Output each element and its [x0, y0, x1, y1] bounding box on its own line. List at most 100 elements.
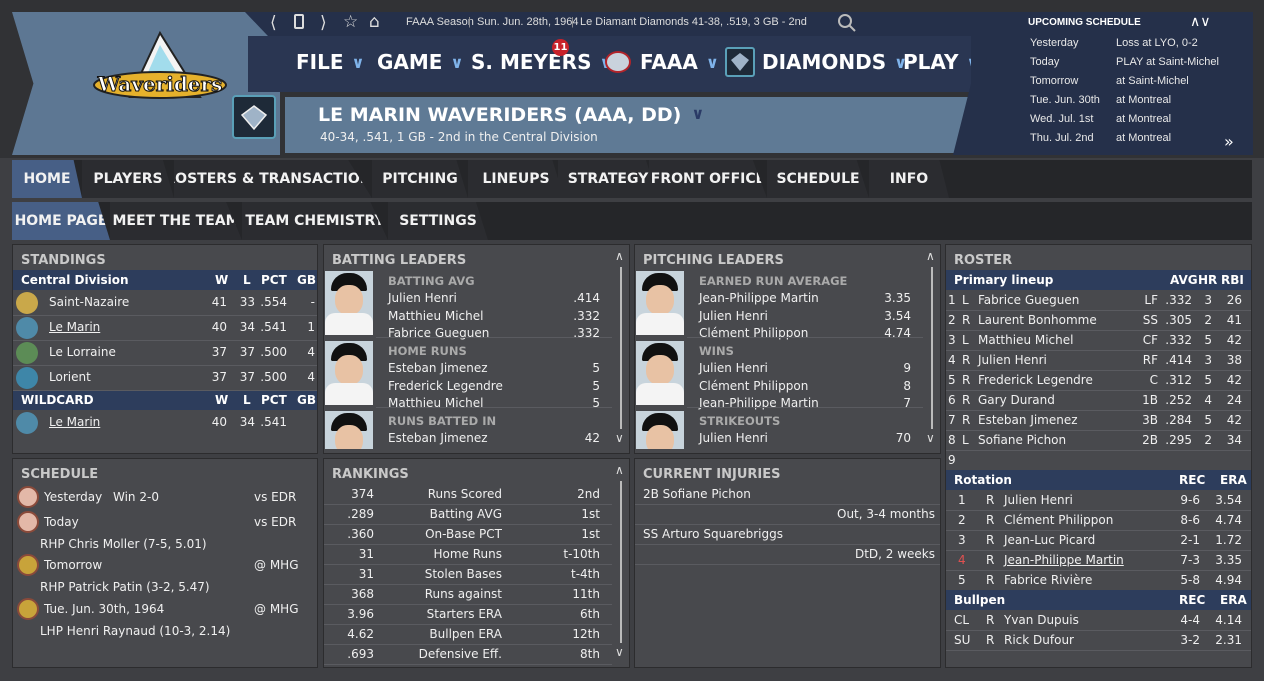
- tab-home[interactable]: HOME: [12, 160, 82, 198]
- player-name[interactable]: Julien Henri: [978, 353, 1047, 367]
- scrollbar[interactable]: [620, 481, 622, 643]
- team-name-dropdown[interactable]: LE MARIN WAVERIDERS (AAA, DD) ∨: [318, 104, 705, 126]
- probable-pitcher[interactable]: RHP Chris Moller (7-5, 5.01): [40, 537, 207, 551]
- scrollbar[interactable]: [931, 267, 933, 429]
- forward-icon[interactable]: ⟩: [320, 13, 327, 33]
- injured-player[interactable]: SS Arturo Squarebriggs: [643, 527, 783, 541]
- player-photo[interactable]: [325, 411, 373, 449]
- leader-name[interactable]: Matthieu Michel: [388, 396, 484, 410]
- player-photo[interactable]: [636, 271, 684, 335]
- leader-name[interactable]: Matthieu Michel: [388, 308, 484, 323]
- team-logo[interactable]: Waveriders: [90, 25, 230, 120]
- search-icon[interactable]: [838, 14, 856, 32]
- leader-name[interactable]: Julien Henri: [699, 308, 768, 323]
- leader-name[interactable]: Esteban Jimenez: [388, 431, 488, 445]
- leader-name[interactable]: Julien Henri: [388, 291, 457, 305]
- scroll-up-icon[interactable]: ∧: [615, 249, 624, 263]
- team-name[interactable]: Lorient: [49, 370, 91, 384]
- leader-name[interactable]: Frederick Legendre: [388, 378, 503, 393]
- back-icon[interactable]: ⟨: [270, 13, 277, 33]
- player-name[interactable]: Rick Dufour: [1004, 633, 1074, 647]
- leader-name[interactable]: Jean-Philippe Martin: [699, 291, 819, 305]
- player-name[interactable]: Julien Henri: [1004, 493, 1073, 507]
- scroll-up-icon[interactable]: ∧: [926, 249, 935, 263]
- tab-strategy[interactable]: STRATEGY: [558, 160, 658, 198]
- home-icon[interactable]: ⌂: [369, 12, 380, 32]
- subtab-settings[interactable]: SETTINGS: [388, 202, 488, 240]
- tab-players[interactable]: PLAYERS: [82, 160, 174, 198]
- player-name[interactable]: Frederick Legendre: [978, 373, 1093, 387]
- schedule-result[interactable]: Win 2-0: [113, 490, 159, 504]
- schedule-opponent[interactable]: @ MHG: [254, 558, 299, 572]
- scroll-up-icon[interactable]: ∧: [615, 463, 624, 477]
- tab-lineups[interactable]: LINEUPS: [468, 160, 564, 198]
- leader-name[interactable]: Clément Philippon: [699, 378, 809, 393]
- record: 9-6: [1180, 493, 1200, 507]
- menu-game[interactable]: GAME ∨: [377, 50, 464, 74]
- schedule-opponent[interactable]: vs EDR: [254, 490, 297, 504]
- tab-rosters-transactions[interactable]: ROSTERS & TRANSACTIONS: [174, 160, 372, 198]
- rank-position: t-4th: [571, 567, 600, 581]
- team-name[interactable]: Le Marin: [49, 415, 101, 429]
- player-name[interactable]: Jean-Luc Picard: [1004, 533, 1096, 547]
- upcoming-info[interactable]: PLAY at Saint-Michel: [1116, 56, 1219, 68]
- player-name[interactable]: Yvan Dupuis: [1004, 613, 1079, 627]
- tab-front-office[interactable]: FRONT OFFICE: [649, 160, 767, 198]
- player-photo[interactable]: [636, 341, 684, 405]
- upcoming-info[interactable]: at Montreal: [1116, 113, 1172, 125]
- upcoming-info[interactable]: at Montreal: [1116, 94, 1172, 106]
- schedule-opponent[interactable]: vs EDR: [254, 515, 297, 529]
- player-photo[interactable]: [325, 271, 373, 335]
- collapse-icon[interactable]: ∧∨: [1190, 14, 1211, 30]
- scroll-down-icon[interactable]: ∨: [615, 431, 624, 445]
- tab-info[interactable]: INFO: [869, 160, 949, 198]
- player-name[interactable]: Clément Philippon: [1004, 513, 1114, 527]
- player-name[interactable]: Fabrice Rivière: [1004, 573, 1093, 587]
- scroll-down-icon[interactable]: ∨: [926, 431, 935, 445]
- player-name[interactable]: Laurent Bonhomme: [978, 313, 1097, 327]
- team-badge-icon[interactable]: [232, 95, 276, 139]
- probable-pitcher[interactable]: RHP Patrick Patin (3-2, 5.47): [40, 580, 210, 594]
- player-name[interactable]: Jean-Philippe Martin: [1004, 553, 1124, 567]
- scrollbar[interactable]: [620, 267, 622, 429]
- leader-name[interactable]: Fabrice Gueguen: [388, 326, 490, 340]
- leader-name[interactable]: Esteban Jimenez: [388, 361, 488, 375]
- notification-badge[interactable]: 11: [552, 39, 569, 56]
- menu-league[interactable]: FAAA ∨: [640, 50, 719, 74]
- star-icon[interactable]: ☆: [343, 12, 359, 32]
- menu-team[interactable]: DIAMONDS ∨: [762, 50, 908, 74]
- scroll-down-icon[interactable]: ∨: [615, 645, 624, 659]
- team-name[interactable]: Saint-Nazaire: [49, 295, 130, 309]
- expand-icon[interactable]: »: [1224, 132, 1234, 151]
- injured-player[interactable]: 2B Sofiane Pichon: [643, 487, 751, 501]
- tab-pitching[interactable]: PITCHING: [372, 160, 468, 198]
- leader-name[interactable]: Jean-Philippe Martin: [699, 396, 819, 410]
- leader-name[interactable]: Julien Henri: [699, 431, 768, 445]
- upcoming-info[interactable]: at Saint-Michel: [1116, 75, 1189, 87]
- player-name[interactable]: Matthieu Michel: [978, 333, 1074, 347]
- upcoming-info[interactable]: at Montreal: [1116, 132, 1172, 144]
- subtab-team-chemistry[interactable]: TEAM CHEMISTRY: [242, 202, 388, 240]
- tab-schedule[interactable]: SCHEDULE: [767, 160, 869, 198]
- team-name[interactable]: Le Marin: [49, 320, 101, 334]
- player-name[interactable]: Fabrice Gueguen: [978, 293, 1080, 307]
- menu-manager[interactable]: S. MEYERS∨: [471, 50, 612, 74]
- upcoming-info[interactable]: Loss at LYO, 0-2: [1116, 37, 1198, 49]
- leader-name[interactable]: Julien Henri: [699, 361, 768, 375]
- games-back: 4: [307, 345, 315, 359]
- leader-name[interactable]: Clément Philippon: [699, 326, 809, 340]
- menu-play[interactable]: PLAY∨: [903, 50, 979, 74]
- subtab-home-page[interactable]: HOME PAGE: [12, 202, 110, 240]
- player-name[interactable]: Sofiane Pichon: [978, 433, 1067, 447]
- player-name[interactable]: Esteban Jimenez: [978, 413, 1078, 427]
- team-name[interactable]: Le Lorraine: [49, 345, 116, 359]
- batting-leaders-title: BATTING LEADERS: [332, 253, 467, 268]
- page-icon[interactable]: [294, 14, 304, 34]
- player-photo[interactable]: [636, 411, 684, 449]
- player-photo[interactable]: [325, 341, 373, 405]
- player-name[interactable]: Gary Durand: [978, 393, 1055, 407]
- probable-pitcher[interactable]: LHP Henri Raynaud (10-3, 2.14): [40, 624, 231, 638]
- subtab-meet-the-team[interactable]: MEET THE TEAM: [110, 202, 242, 240]
- menu-file[interactable]: FILE ∨: [296, 50, 365, 74]
- schedule-opponent[interactable]: @ MHG: [254, 602, 299, 616]
